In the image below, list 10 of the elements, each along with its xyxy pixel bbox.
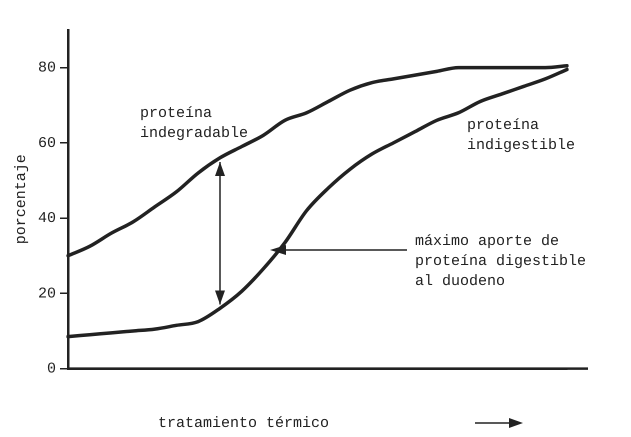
series-label: proteína indigestible	[467, 116, 576, 156]
annotation: máximo aporte de proteína digestible al duodeno	[415, 232, 588, 292]
y-tick-label: 40	[38, 210, 56, 228]
x-axis-title: tratamiento térmico	[158, 414, 330, 434]
y-axis-title: porcentaje	[12, 154, 30, 244]
series-label: proteína indegradable	[140, 104, 250, 144]
y-tick-label: 20	[38, 285, 56, 302]
y-tick-label: 60	[38, 134, 56, 152]
y-tick-label: 0	[46, 360, 56, 378]
y-tick-label: 80	[38, 60, 56, 77]
